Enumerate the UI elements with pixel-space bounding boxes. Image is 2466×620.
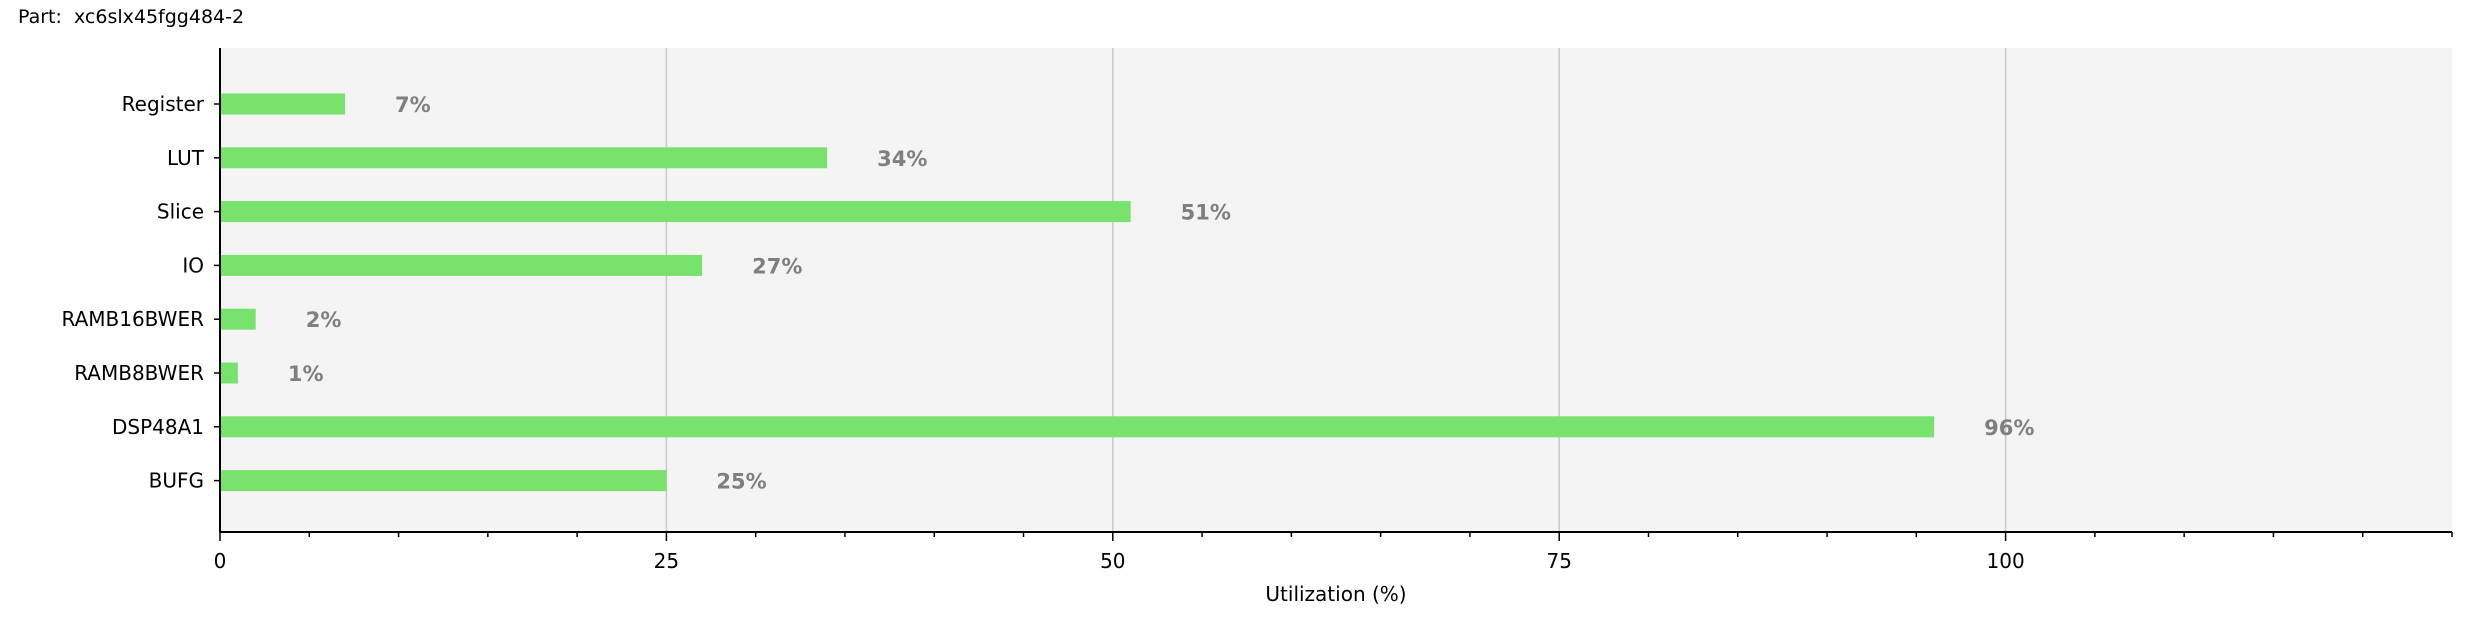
category-label-dsp48a1: DSP48A1	[112, 415, 204, 439]
x-tick-label-75: 75	[1546, 549, 1571, 573]
value-label-slice: 51%	[1181, 201, 1231, 225]
part-info: Part: xc6slx45fgg484-2	[18, 6, 244, 28]
category-label-register: Register	[122, 92, 205, 116]
value-label-ramb8bwer: 1%	[288, 362, 324, 386]
value-label-register: 7%	[395, 93, 431, 117]
part-label: Part:	[18, 6, 62, 28]
plot-area	[220, 48, 2452, 532]
x-tick-label-50: 50	[1100, 549, 1125, 573]
x-axis-title: Utilization (%)	[1265, 582, 1406, 606]
value-label-ramb16bwer: 2%	[306, 308, 342, 332]
category-label-slice: Slice	[157, 200, 204, 224]
bar-lut	[220, 147, 828, 169]
category-label-lut: LUT	[167, 146, 205, 170]
bar-ramb8bwer	[220, 362, 238, 384]
part-value: xc6slx45fgg484-2	[74, 6, 245, 28]
bar-bufg	[220, 470, 667, 492]
x-tick-label-100: 100	[1987, 549, 2025, 573]
bar-dsp48a1	[220, 416, 1935, 438]
bar-slice	[220, 201, 1131, 223]
value-label-io: 27%	[752, 254, 802, 278]
value-label-bufg: 25%	[716, 470, 766, 494]
x-tick-label-25: 25	[654, 549, 679, 573]
bar-register	[220, 93, 345, 115]
category-label-io: IO	[182, 253, 204, 277]
bar-ramb16bwer	[220, 308, 256, 330]
value-label-lut: 34%	[877, 147, 927, 171]
value-label-dsp48a1: 96%	[1984, 416, 2034, 440]
bar-io	[220, 254, 703, 276]
category-label-ramb8bwer: RAMB8BWER	[74, 361, 204, 385]
x-tick-label-0: 0	[214, 549, 227, 573]
category-label-ramb16bwer: RAMB16BWER	[61, 307, 204, 331]
category-label-bufg: BUFG	[149, 469, 204, 493]
